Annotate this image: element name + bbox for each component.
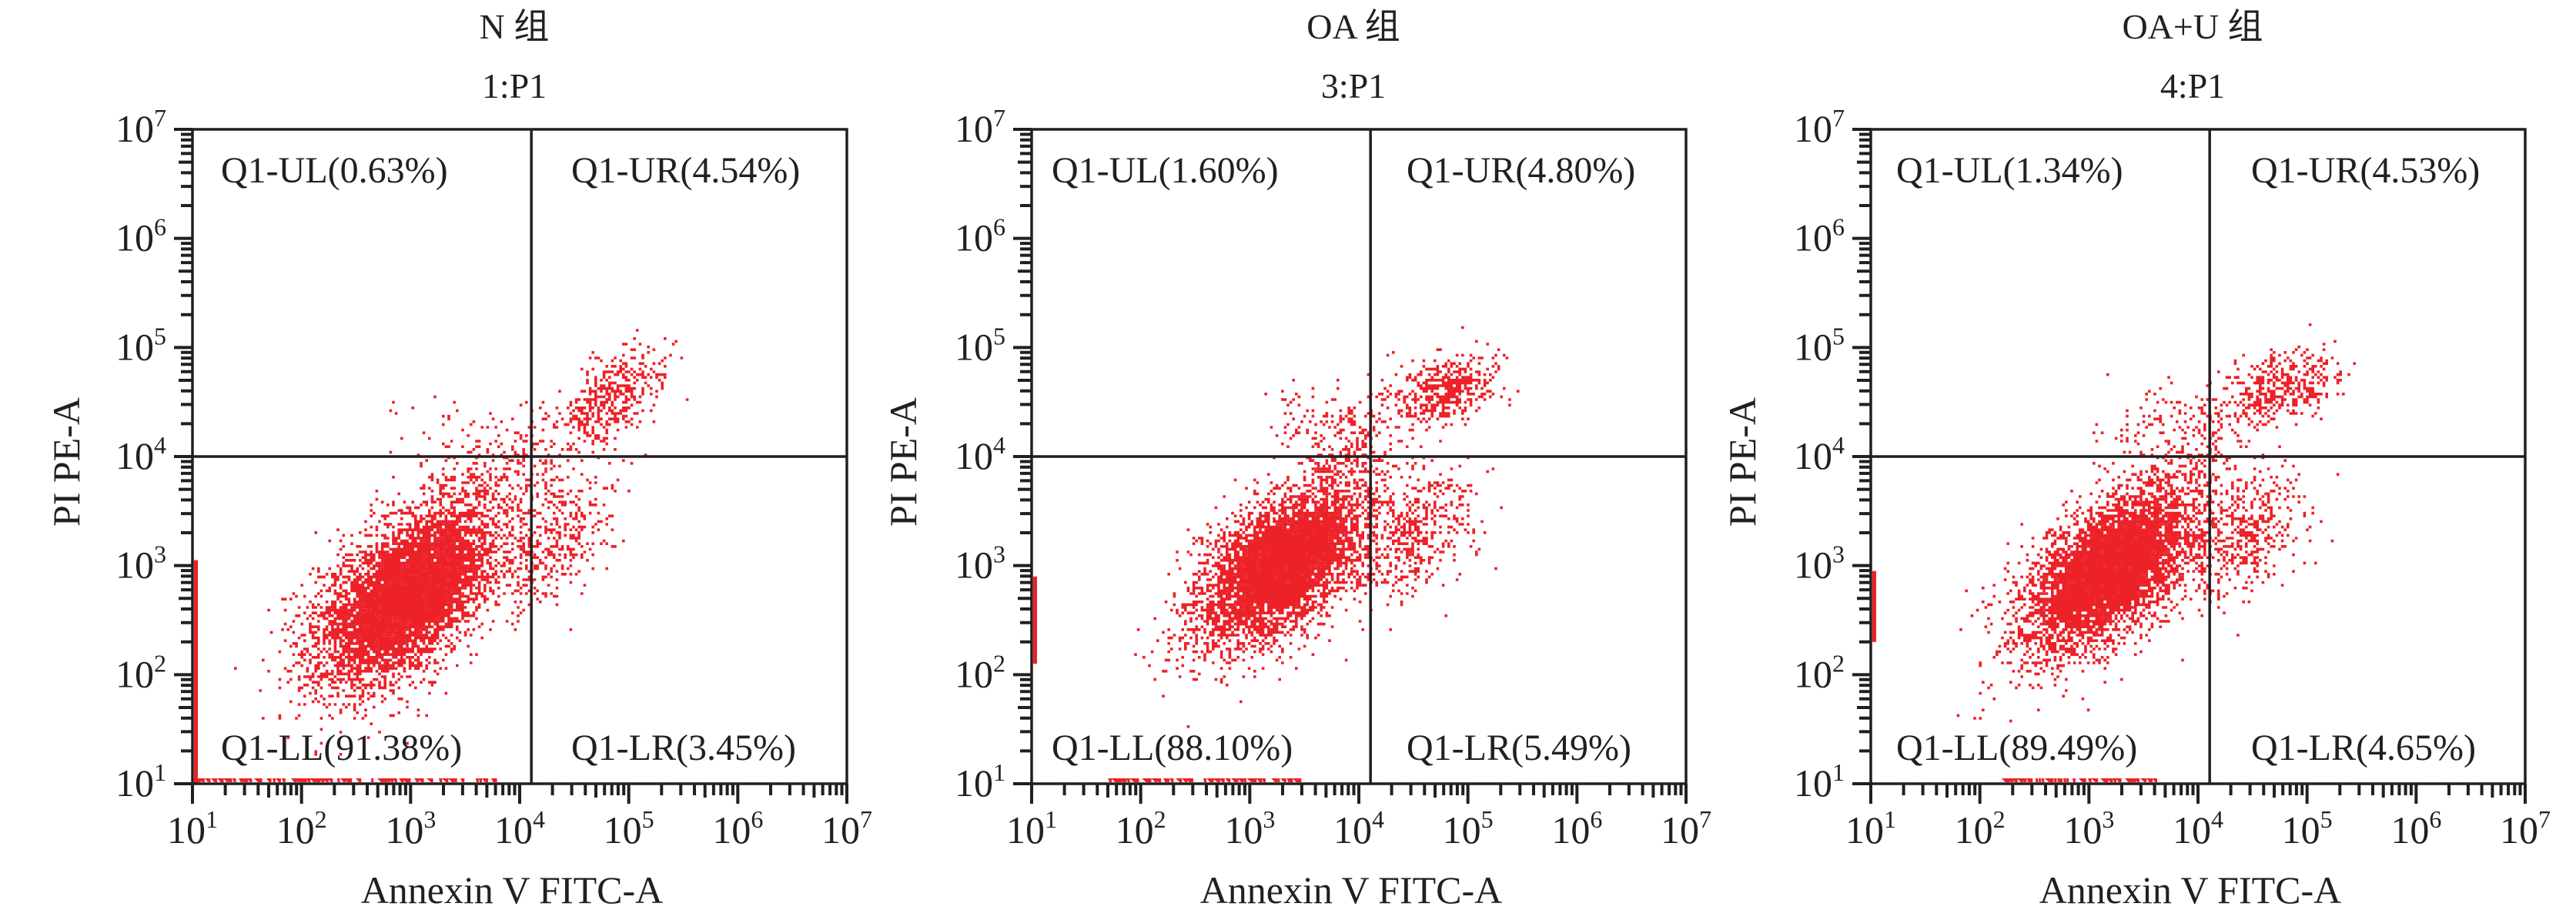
scatter-points — [1872, 323, 2356, 782]
y-tick-label: 102 — [955, 649, 1005, 695]
x-tick-label: 102 — [1955, 805, 2006, 851]
y-tick-label: 105 — [1794, 322, 1845, 368]
y-tick-label: 106 — [955, 213, 1005, 259]
quadrant-label-ul: Q1-UL(1.60%) — [1052, 150, 1279, 191]
scatter-population-live-core — [325, 509, 495, 684]
scatter-points — [1033, 326, 1520, 782]
scatter-population-necrotic — [2093, 373, 2206, 454]
scatter-population-late-apoptotic — [539, 329, 689, 462]
scatter-population-live — [234, 440, 553, 756]
y-tick-label: 107 — [1794, 104, 1845, 150]
x-tick-label: 106 — [712, 805, 763, 851]
quadrant-label-ur: Q1-UR(4.80%) — [1407, 150, 1635, 191]
x-tick-label: 104 — [494, 805, 545, 851]
panel-oa-u-group: OA+U 组 4:P1 101 102 103 104 105 106 1071011021… — [1721, 7, 2551, 912]
scatter-population-late-apoptotic — [2190, 323, 2356, 443]
x-tick-label: 102 — [276, 805, 327, 851]
quadrant-label-ll: Q1-LL(91.38%) — [221, 728, 462, 768]
y-tick-label: 101 — [115, 758, 166, 805]
axes: 101 102 103 104 105 106 107 101 102 103 104 105 106 1… — [955, 104, 1711, 851]
x-axis-label: Annexin V FITC-A — [2039, 868, 2342, 912]
x-tick-label: 106 — [2390, 805, 2441, 851]
panel-subtitle: 3:P1 — [1321, 66, 1386, 105]
axes: 101 102 103 104 105 106 107 101 102 103 104 105 106 1… — [115, 104, 872, 851]
quadrant-label-lr: Q1-LR(3.45%) — [571, 728, 796, 768]
scatter-population-live — [1956, 423, 2265, 723]
y-tick-label: 102 — [115, 649, 166, 695]
y-axis-label: PI PE-A — [45, 397, 88, 527]
panel-oa-group: OA 组 3:P1 101 102 103 104 105 106 107 101 102 103… — [882, 7, 1711, 912]
panel-n-group: N 组 1:P1 101 102 103 104 105 106 1071011021031… — [45, 7, 872, 912]
y-tick-label: 102 — [1794, 649, 1845, 695]
y-tick-label: 104 — [1794, 431, 1845, 477]
quadrant-label-ur: Q1-UR(4.53%) — [2251, 150, 2480, 191]
x-tick-label: 103 — [385, 805, 436, 851]
x-tick-label: 102 — [1116, 805, 1166, 851]
x-tick-label: 105 — [1443, 805, 1494, 851]
scatter-population-late-apoptotic — [1342, 326, 1520, 446]
x-tick-label: 101 — [167, 805, 218, 851]
x-tick-label: 106 — [1551, 805, 1602, 851]
y-tick-label: 106 — [115, 213, 166, 259]
left-edge-pileup — [194, 560, 198, 784]
x-tick-label: 104 — [1333, 805, 1384, 851]
scatter-population-early-apoptotic — [2164, 445, 2340, 637]
quadrant-label-ul: Q1-UL(1.34%) — [1896, 150, 2123, 191]
panel-title: N 组 — [480, 7, 550, 46]
x-tick-label: 105 — [2282, 805, 2333, 851]
y-tick-label: 101 — [1794, 758, 1845, 805]
x-tick-label: 101 — [1006, 805, 1057, 851]
y-tick-label: 103 — [1794, 540, 1845, 587]
panel-subtitle: 1:P1 — [482, 66, 547, 105]
y-tick-label: 105 — [115, 322, 166, 368]
panel-subtitle: 4:P1 — [2160, 66, 2225, 105]
y-tick-label: 103 — [955, 540, 1005, 587]
panel-title: OA+U 组 — [2122, 7, 2263, 46]
left-edge-pileup — [1872, 570, 1876, 642]
panel-title: OA 组 — [1306, 7, 1400, 46]
x-tick-label: 107 — [2500, 805, 2551, 851]
y-tick-label: 107 — [115, 104, 166, 150]
y-tick-label: 106 — [1794, 213, 1845, 259]
y-axis-label: PI PE-A — [882, 397, 925, 527]
quadrant-label-ul: Q1-UL(0.63%) — [221, 150, 448, 191]
x-tick-label: 101 — [1845, 805, 1896, 851]
x-tick-label: 107 — [1661, 805, 1711, 851]
bottom-edge-pileup — [2002, 778, 2157, 782]
y-tick-label: 103 — [115, 540, 166, 587]
x-tick-label: 104 — [2173, 805, 2223, 851]
left-edge-pileup — [1033, 576, 1037, 664]
y-tick-label: 101 — [955, 758, 1005, 805]
quadrant-label-ll: Q1-LL(89.49%) — [1896, 728, 2137, 768]
axis-ticks — [1852, 128, 2527, 804]
x-axis-label: Annexin V FITC-A — [361, 868, 664, 912]
x-tick-label: 105 — [604, 805, 654, 851]
x-axis-label: Annexin V FITC-A — [1200, 868, 1503, 912]
x-tick-label: 107 — [821, 805, 872, 851]
quadrant-label-lr: Q1-LR(5.49%) — [1407, 728, 1631, 768]
bottom-edge-pileup — [1108, 778, 1302, 782]
scatter-population-live — [1134, 398, 1426, 728]
y-tick-label: 107 — [955, 104, 1005, 150]
x-tick-label: 103 — [2063, 805, 2114, 851]
bottom-edge-pileup — [192, 778, 497, 782]
y-tick-label: 104 — [955, 431, 1005, 477]
y-tick-label: 104 — [115, 431, 166, 477]
quadrant-label-ur: Q1-UR(4.54%) — [571, 150, 800, 191]
y-axis-label: PI PE-A — [1721, 397, 1764, 527]
scatter-population-necrotic — [389, 395, 495, 479]
x-tick-label: 103 — [1224, 805, 1275, 851]
y-tick-label: 105 — [955, 322, 1005, 368]
scatter-population-early-apoptotic — [475, 442, 647, 631]
axis-ticks — [174, 128, 848, 804]
quadrant-label-ll: Q1-LL(88.10%) — [1052, 728, 1293, 768]
axes: 101 102 103 104 105 106 107 101 102 103 104 105 106 1… — [1794, 104, 2551, 851]
quadrant-label-lr: Q1-LR(4.65%) — [2251, 728, 2476, 768]
scatter-population-bridge — [1303, 351, 1414, 507]
axis-ticks — [1013, 128, 1688, 804]
scatter-points — [192, 329, 689, 784]
